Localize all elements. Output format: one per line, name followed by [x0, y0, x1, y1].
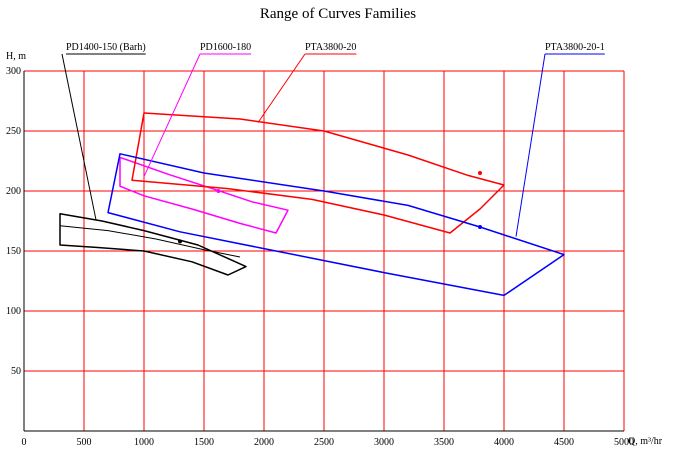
series-1-inner-curve: [59, 225, 241, 258]
axes: [23, 71, 624, 432]
series-4-marker: [478, 225, 482, 229]
series-1-outline: [59, 213, 247, 276]
series-2-outline: [119, 156, 289, 234]
series-3-marker: [478, 171, 482, 175]
series-1-marker: [178, 239, 182, 244]
chart-title: Range of Curves Families: [260, 6, 416, 22]
x-tick-label: 3500: [434, 437, 454, 448]
x-axis-label: Q, m³/hr: [628, 436, 663, 447]
callout-label-2: PD1600-180: [200, 42, 251, 53]
x-tick-label: 4500: [554, 437, 574, 448]
callout-leader-1: [61, 53, 97, 220]
callouts-group: PD1400-150 (Barh) PD1600-180 PTA3800-20 PTA…: [61, 42, 605, 237]
x-tick-label: 5000: [614, 437, 634, 448]
x-tick-label: 2500: [314, 437, 334, 448]
callout-label-4: PTA3800-20-1: [545, 42, 605, 53]
y-tick-label: 200: [6, 186, 21, 197]
y-axis-label: H, m: [6, 51, 26, 62]
x-tick-label: 3000: [374, 437, 394, 448]
x-tick-label: 0: [22, 437, 27, 448]
callout-leader-2: [143, 53, 201, 177]
callout-label-3: PTA3800-20: [305, 42, 356, 53]
y-tick-label: 50: [11, 366, 21, 377]
y-tick-label: 250: [6, 126, 21, 137]
callout-leader-4: [515, 53, 546, 237]
x-tick-label: 4000: [494, 437, 514, 448]
y-tick-label: 150: [6, 246, 21, 257]
series-2-marker: [216, 189, 221, 193]
series-group: [59, 112, 565, 297]
callout-leader-3: [257, 53, 306, 123]
x-tick-label: 2000: [254, 437, 274, 448]
callout-label-1: PD1400-150 (Barh): [66, 42, 146, 53]
x-tick-label: 500: [77, 437, 92, 448]
series-3-outline: [131, 112, 505, 234]
y-tick-label: 100: [6, 306, 21, 317]
x-tick-label: 1500: [194, 437, 214, 448]
y-tick-label: 300: [6, 66, 21, 77]
x-tick-label: 1000: [134, 437, 154, 448]
series-4-outline: [107, 153, 565, 297]
ticks-group: 0 500 1000 1500 2000 2500 3000 3500 4000 4500 5000…: [6, 66, 634, 448]
